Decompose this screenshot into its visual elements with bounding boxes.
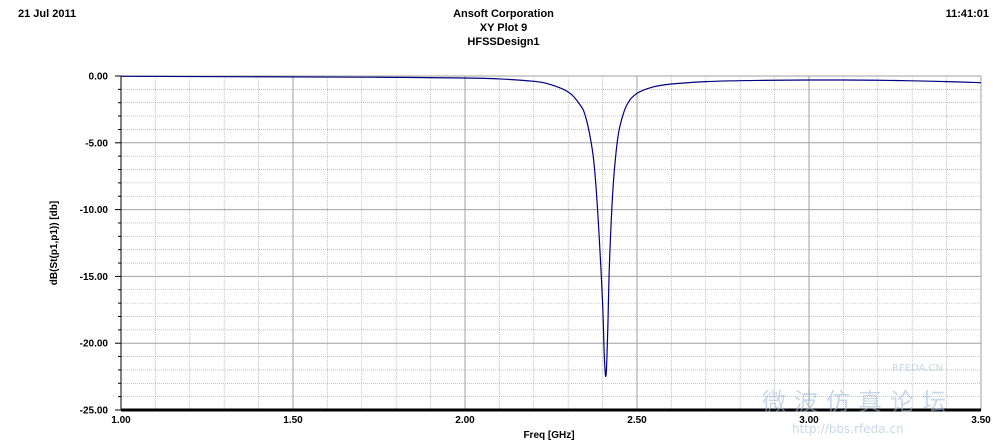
tick-labels: 1.00 1.50 2.00 2.50 3.00 3.50 0.00 -5.00 -10.00 -… [80, 72, 992, 427]
x-axis-label: Freq [GHz] [523, 430, 574, 441]
plot-date: 21 Jul 2011 [18, 8, 77, 20]
x-tick-label: 2.50 [627, 415, 647, 426]
y-tick-label: 0.00 [89, 72, 109, 83]
company-title: Ansoft Corporation [453, 8, 554, 20]
s11-trace [120, 75, 982, 377]
design-title: HFSSDesign1 [467, 36, 540, 48]
axes [115, 75, 981, 412]
plot-time: 11:41:01 [945, 8, 989, 20]
y-tick-label: -25.00 [80, 406, 109, 417]
watermark-chinese: 微波仿真论坛 [762, 388, 954, 416]
x-tick-label: 3.50 [971, 415, 991, 426]
y-tick-label: -10.00 [80, 205, 109, 216]
x-tick-label: 1.00 [111, 415, 131, 426]
x-tick-label: 3.00 [799, 415, 819, 426]
x-tick-label: 1.50 [283, 415, 303, 426]
x-tick-label: 2.00 [455, 415, 475, 426]
watermark: RFEDA.CN 微波仿真论坛 http://bbs.rfeda.cn [762, 363, 954, 436]
watermark-brand: RFEDA.CN [892, 363, 943, 374]
watermark-url: http://bbs.rfeda.cn [792, 422, 904, 436]
plot-title: XY Plot 9 [479, 22, 528, 34]
grid [120, 75, 982, 411]
y-tick-label: -20.00 [80, 339, 109, 350]
y-tick-label: -5.00 [85, 138, 108, 149]
y-axis-label: dB(St(p1,p1)) [db] [49, 201, 60, 285]
y-tick-label: -15.00 [80, 272, 109, 283]
